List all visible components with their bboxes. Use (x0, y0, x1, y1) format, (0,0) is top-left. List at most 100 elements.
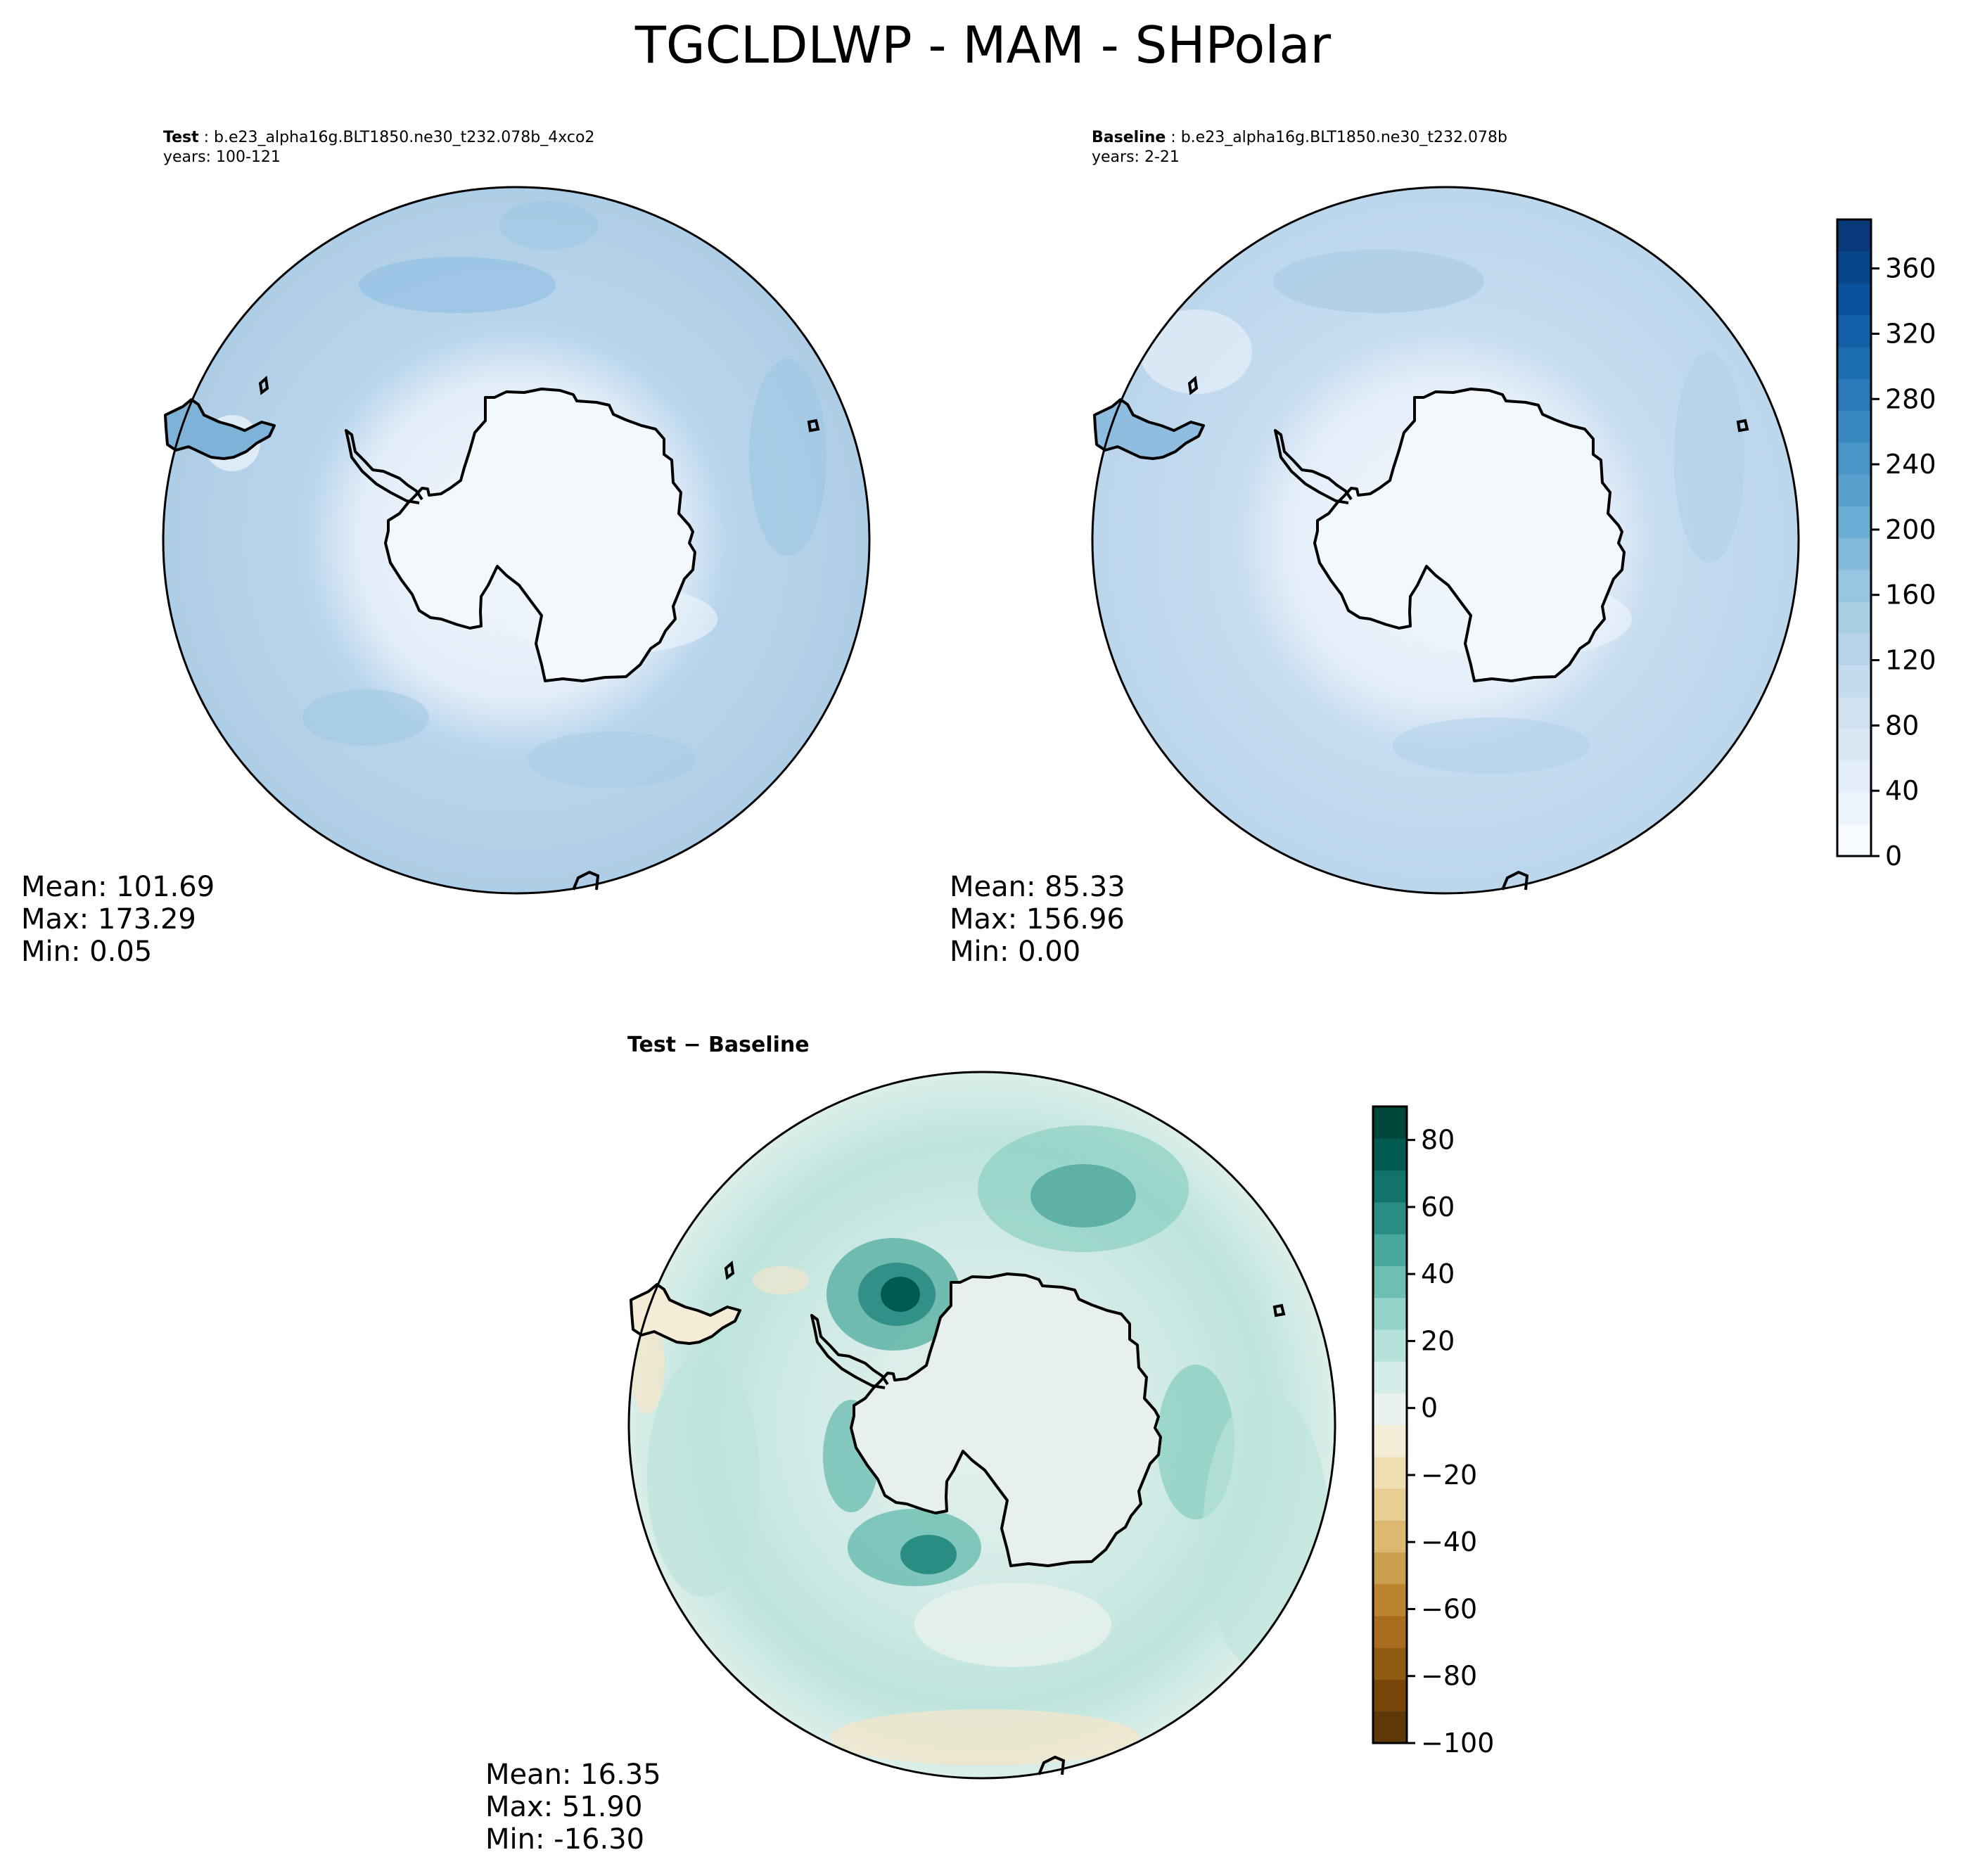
test-max: Max: 173.29 (21, 903, 196, 936)
colorbar-diff-color-bin (1373, 1106, 1407, 1139)
colorbar-diff-color-bin (1373, 1170, 1407, 1203)
island-outline (1272, 1303, 1286, 1317)
colorbar-top-color-bin (1837, 696, 1871, 729)
island-outline (807, 419, 820, 433)
africa-tip-outline (1038, 1755, 1066, 1775)
colorbar-top-color-bin (1837, 474, 1871, 506)
colorbar-top-color-bin (1837, 729, 1871, 761)
test-blob (749, 359, 826, 556)
test-map (162, 186, 871, 895)
colorbar-top-color-bin (1837, 442, 1871, 475)
colorbar-diff-tick-label: −100 (1421, 1728, 1494, 1759)
colorbar-top-tick-label: 200 (1885, 514, 1936, 545)
colorbar-top-tick-label: 280 (1885, 383, 1936, 414)
colorbar-top-tick-label: 320 (1885, 318, 1936, 349)
colorbar-diff-color-bin (1373, 1520, 1407, 1553)
colorbar-diff-frame (1372, 1105, 1408, 1744)
colorbar-top-tick-label: 240 (1885, 449, 1936, 480)
test-blob (302, 689, 429, 746)
test-blob (499, 200, 598, 250)
colorbar-diff-tick-label: 60 (1421, 1192, 1455, 1223)
difference-stats: Mean: 16.35 Max: 51.90 Min: -16.30 (485, 1759, 661, 1856)
colorbar-diff-color-bin (1373, 1201, 1407, 1234)
colorbar-top-color-bin (1837, 506, 1871, 539)
diff-positive-blob (1030, 1164, 1136, 1227)
colorbar-diff-color-bin (1373, 1456, 1407, 1489)
colorbar-diff-color-bin (1373, 1583, 1407, 1616)
baseline-title-case: b.e23_alpha16g.BLT1850.ne30_t232.078b (1180, 129, 1507, 146)
colorbar-top-color-bin (1837, 251, 1871, 284)
colorbar-top-tick-label: 40 (1885, 775, 1919, 806)
colorbar-diff-tick-label: 20 (1421, 1325, 1455, 1356)
peninsula-outline (1274, 429, 1353, 504)
colorbar-top-color-bin (1837, 665, 1871, 698)
colorbar-top-color-bin (1837, 283, 1871, 316)
difference-panel-title: Test − Baseline (627, 1033, 810, 1057)
colorbar-top-color-bin (1837, 537, 1871, 570)
colorbar-diff-color-bin (1373, 1647, 1407, 1680)
baseline-blob (1273, 250, 1484, 313)
colorbar-diff-tick-label: 0 (1421, 1393, 1438, 1424)
difference-map-border (627, 1071, 1336, 1780)
colorbar-top-color-bin (1837, 792, 1871, 825)
colorbar-diff-color-bin (1373, 1488, 1407, 1521)
falklands-outline (724, 1261, 735, 1280)
colorbar-diff-color-bin (1373, 1265, 1407, 1298)
colorbar-diff-color-bin (1373, 1297, 1407, 1330)
africa-tip-outline (572, 870, 600, 891)
south-america-outline (1093, 398, 1205, 460)
colorbar-top-tick-label: 160 (1885, 580, 1936, 611)
colorbar-diff-color-bin (1373, 1616, 1407, 1648)
antarctica-outline (384, 388, 696, 682)
baseline-panel-title: Baseline : b.e23_alpha16g.BLT1850.ne30_t… (1092, 129, 1507, 166)
colorbar-top-tick-label: 120 (1885, 645, 1936, 676)
colorbar-diff-color-bin (1373, 1393, 1407, 1426)
colorbar-top-frame (1836, 218, 1872, 857)
falklands-outline (1187, 376, 1199, 395)
colorbar-top-color-bin (1837, 219, 1871, 252)
diff-positive-blob (881, 1277, 920, 1312)
colorbar-diff-color-bin (1373, 1138, 1407, 1171)
colorbar-diff-color-bin (1373, 1329, 1407, 1362)
colorbar-diff-color-bin (1373, 1679, 1407, 1712)
colorbar-diff-color-bin (1373, 1711, 1407, 1744)
colorbar-top: 0 40 80 120 160 200 240 280 320 360 (1836, 218, 1936, 872)
diff-negative-blob (830, 1709, 1140, 1766)
diff-positive-blob (900, 1535, 957, 1574)
antarctica-outline (1313, 388, 1626, 682)
baseline-max: Max: 156.96 (950, 903, 1125, 936)
test-min: Min: 0.05 (21, 936, 153, 968)
south-america-outline (630, 1283, 741, 1345)
colorbar-diff-tick-label: 40 (1421, 1258, 1455, 1289)
island-outline (1736, 419, 1749, 433)
colorbar-diff-tick-label: −40 (1421, 1526, 1477, 1557)
falklands-outline (258, 376, 269, 395)
test-panel-title: Test : b.e23_alpha16g.BLT1850.ne30_t232.… (163, 129, 595, 166)
test-title-case: b.e23_alpha16g.BLT1850.ne30_t232.078b_4x… (214, 129, 595, 146)
baseline-stats: Mean: 85.33 Max: 156.96 Min: 0.00 (950, 871, 1125, 968)
colorbar-diff-color-bin (1373, 1234, 1407, 1266)
diff-neutral-blob (914, 1583, 1111, 1667)
diff-positive-blob (1203, 1393, 1329, 1674)
africa-tip-outline (1501, 870, 1529, 891)
difference-mean: Mean: 16.35 (485, 1759, 661, 1791)
baseline-min: Min: 0.00 (950, 936, 1081, 968)
difference-max: Max: 51.90 (485, 1791, 643, 1823)
peninsula-outline (810, 1314, 889, 1389)
antarctica-outline (850, 1272, 1162, 1567)
baseline-map (1091, 186, 1800, 895)
test-stats: Mean: 101.69 Max: 173.29 Min: 0.05 (21, 871, 215, 968)
peninsula-outline (345, 429, 423, 504)
baseline-title-bold: Baseline (1092, 129, 1166, 146)
colorbar-diff-tick-label: −20 (1421, 1460, 1477, 1491)
colorbar-difference: −100 −80 −60 −40 −20 0 20 40 60 80 (1372, 1105, 1494, 1759)
test-title-years: years: 100-121 (163, 148, 281, 166)
colorbar-top-color-bin (1837, 601, 1871, 634)
colorbar-top-color-bin (1837, 824, 1871, 857)
baseline-title-years: years: 2-21 (1092, 148, 1180, 166)
colorbar-top-tick-label: 360 (1885, 253, 1936, 284)
colorbar-diff-tick-label: −60 (1421, 1593, 1477, 1624)
colorbar-diff-color-bin (1373, 1361, 1407, 1393)
colorbar-diff-color-bin (1373, 1552, 1407, 1585)
